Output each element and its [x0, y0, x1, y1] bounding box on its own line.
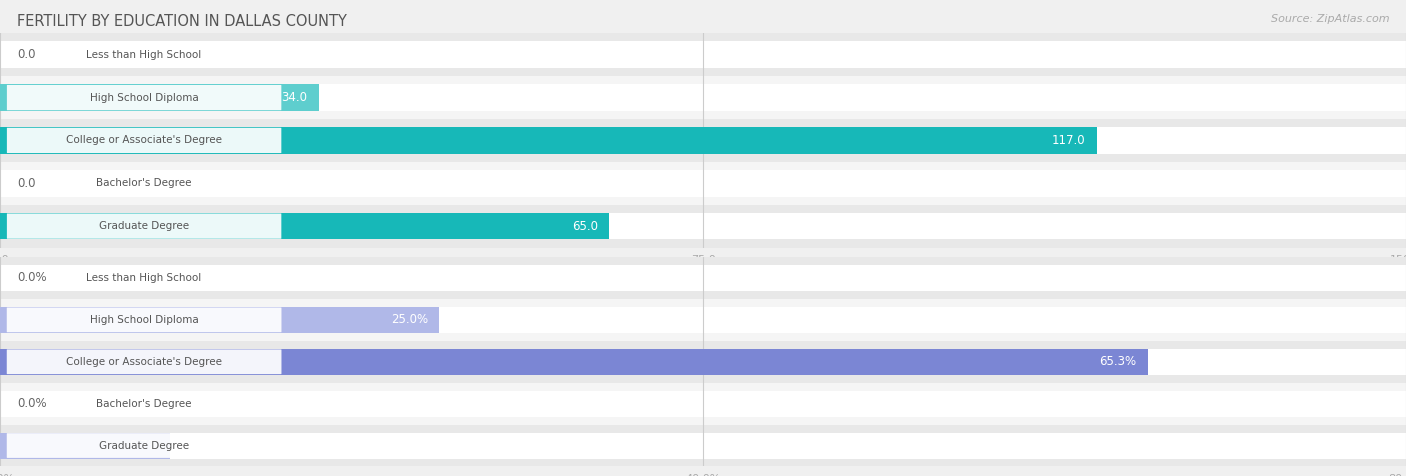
Text: Bachelor's Degree: Bachelor's Degree	[97, 178, 191, 188]
FancyBboxPatch shape	[7, 307, 281, 332]
Bar	[0, 170, 1406, 197]
Bar	[0, 349, 1147, 375]
Text: 34.0: 34.0	[281, 91, 308, 104]
Text: 65.0: 65.0	[572, 219, 598, 233]
Bar	[0, 425, 1406, 466]
FancyBboxPatch shape	[7, 266, 281, 290]
Text: Bachelor's Degree: Bachelor's Degree	[97, 398, 191, 409]
Bar	[0, 33, 1406, 76]
Bar	[0, 257, 1406, 299]
Bar	[0, 299, 1406, 341]
Text: Less than High School: Less than High School	[87, 50, 201, 60]
Bar	[0, 162, 1406, 205]
Text: 9.7%: 9.7%	[129, 439, 159, 452]
Bar	[0, 84, 319, 111]
Bar	[0, 84, 1406, 111]
Bar	[0, 41, 1406, 68]
Bar	[0, 205, 1406, 248]
Text: 0.0: 0.0	[17, 48, 35, 61]
FancyBboxPatch shape	[7, 85, 281, 110]
Text: 65.3%: 65.3%	[1099, 355, 1136, 368]
Text: College or Associate's Degree: College or Associate's Degree	[66, 135, 222, 146]
Text: College or Associate's Degree: College or Associate's Degree	[66, 357, 222, 367]
Text: High School Diploma: High School Diploma	[90, 315, 198, 325]
FancyBboxPatch shape	[7, 391, 281, 416]
Bar	[0, 383, 1406, 425]
Bar	[0, 127, 1097, 154]
FancyBboxPatch shape	[7, 42, 281, 68]
FancyBboxPatch shape	[7, 170, 281, 196]
FancyBboxPatch shape	[7, 433, 281, 458]
FancyBboxPatch shape	[7, 349, 281, 374]
Bar	[0, 307, 439, 333]
Bar	[0, 213, 609, 239]
Text: 0.0%: 0.0%	[17, 397, 46, 410]
Bar	[0, 307, 1406, 333]
Bar	[0, 341, 1406, 383]
Bar	[0, 119, 1406, 162]
Text: High School Diploma: High School Diploma	[90, 92, 198, 103]
Text: 0.0: 0.0	[17, 177, 35, 190]
FancyBboxPatch shape	[7, 213, 281, 239]
Bar	[0, 213, 1406, 239]
Bar	[0, 76, 1406, 119]
Bar	[0, 433, 1406, 458]
Text: 25.0%: 25.0%	[391, 313, 427, 327]
Text: Source: ZipAtlas.com: Source: ZipAtlas.com	[1271, 14, 1389, 24]
Text: FERTILITY BY EDUCATION IN DALLAS COUNTY: FERTILITY BY EDUCATION IN DALLAS COUNTY	[17, 14, 347, 30]
Bar	[0, 349, 1406, 375]
Bar	[0, 127, 1406, 154]
Text: Graduate Degree: Graduate Degree	[98, 221, 190, 231]
Text: 117.0: 117.0	[1052, 134, 1085, 147]
Bar	[0, 433, 170, 458]
Text: 0.0%: 0.0%	[17, 271, 46, 285]
Text: Less than High School: Less than High School	[87, 273, 201, 283]
Bar	[0, 265, 1406, 291]
FancyBboxPatch shape	[7, 128, 281, 153]
Text: Graduate Degree: Graduate Degree	[98, 440, 190, 451]
Bar	[0, 391, 1406, 416]
